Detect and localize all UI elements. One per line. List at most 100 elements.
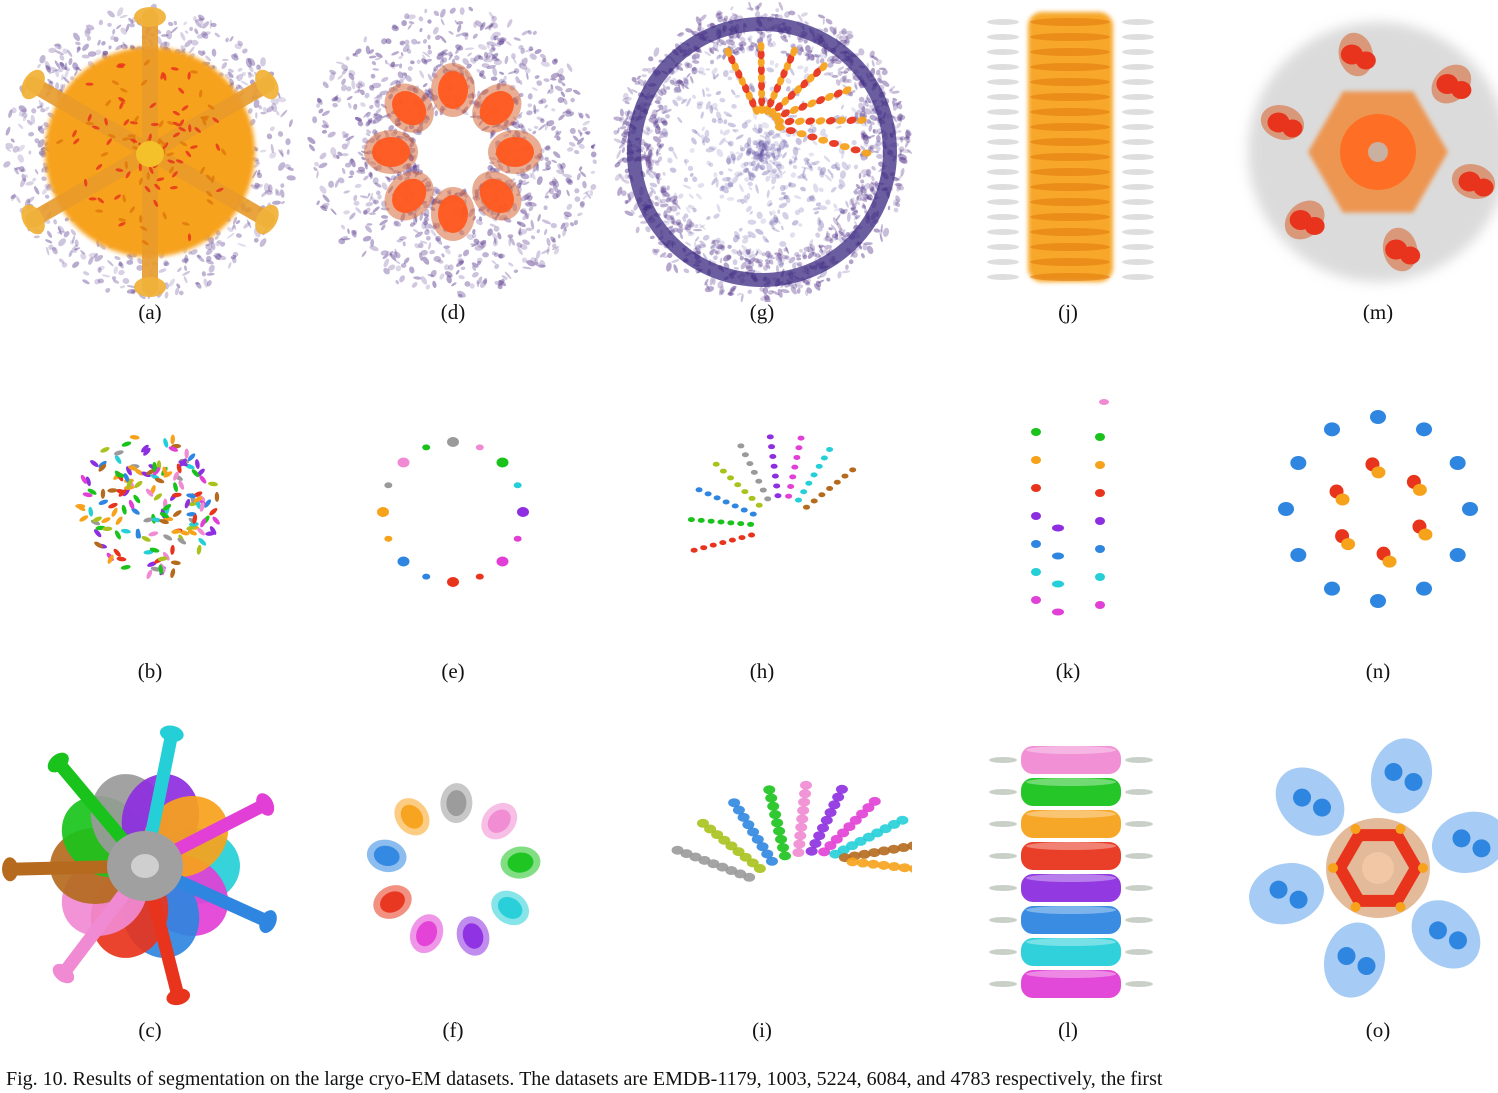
noise-speck bbox=[537, 213, 541, 222]
noise-speck bbox=[590, 183, 597, 191]
noise-speck bbox=[779, 241, 787, 247]
noise-speck bbox=[679, 232, 684, 240]
noise-speck bbox=[369, 85, 375, 91]
segment-region bbox=[765, 856, 778, 866]
noise-speck bbox=[653, 47, 660, 57]
noise-speck bbox=[70, 76, 75, 81]
noise-speck bbox=[457, 293, 463, 298]
noise-speck bbox=[521, 30, 530, 36]
noise-speck bbox=[736, 199, 742, 203]
noise-speck bbox=[568, 111, 573, 117]
noise-speck bbox=[738, 184, 744, 193]
noise-speck bbox=[538, 124, 546, 131]
segment-fragment bbox=[209, 508, 218, 516]
noise-speck bbox=[550, 72, 560, 79]
noise-speck bbox=[835, 79, 841, 86]
noise-speck bbox=[331, 97, 338, 102]
noise-speck bbox=[405, 75, 412, 82]
noise-speck bbox=[564, 214, 569, 220]
noise-speck bbox=[801, 46, 804, 53]
segment-fragment bbox=[133, 494, 141, 504]
helix-ridge bbox=[1030, 48, 1110, 56]
noise-speck bbox=[199, 16, 204, 26]
noise-speck bbox=[865, 94, 869, 104]
segment-region bbox=[742, 820, 755, 830]
noise-speck bbox=[691, 54, 697, 61]
noise-speck bbox=[800, 186, 806, 192]
subunit-density bbox=[496, 137, 534, 167]
noise-speck bbox=[711, 177, 718, 186]
side-density bbox=[1122, 19, 1154, 25]
noise-speck bbox=[592, 159, 597, 164]
noise-speck bbox=[38, 150, 47, 158]
noise-speck bbox=[531, 87, 538, 91]
noise-speck bbox=[329, 72, 335, 82]
noise-speck bbox=[772, 161, 782, 167]
lattice-density bbox=[757, 41, 765, 52]
noise-speck bbox=[520, 207, 527, 214]
noise-speck bbox=[183, 265, 188, 271]
noise-speck bbox=[342, 133, 350, 139]
noise-speck bbox=[279, 189, 285, 198]
noise-speck bbox=[174, 287, 180, 296]
segment-fragment bbox=[88, 506, 94, 517]
noise-speck bbox=[39, 54, 46, 64]
noise-speck bbox=[464, 32, 469, 41]
density-detail bbox=[179, 119, 185, 127]
noise-speck bbox=[687, 231, 695, 237]
segment-fragment bbox=[152, 461, 157, 472]
noise-speck bbox=[895, 195, 901, 203]
noise-speck bbox=[719, 137, 726, 146]
noise-speck bbox=[136, 264, 144, 271]
noise-speck bbox=[82, 271, 90, 276]
density-detail bbox=[118, 97, 126, 102]
noise-speck bbox=[31, 108, 37, 114]
segment-fragment bbox=[116, 556, 127, 562]
noise-speck bbox=[659, 198, 667, 204]
noise-speck bbox=[862, 173, 867, 178]
lattice-density bbox=[773, 83, 782, 93]
noise-speck bbox=[468, 6, 474, 12]
noise-speck bbox=[862, 203, 867, 210]
noise-speck bbox=[97, 278, 105, 284]
vertex-density bbox=[1350, 824, 1361, 835]
noise-speck bbox=[201, 271, 207, 277]
noise-speck bbox=[228, 262, 232, 269]
noise-speck bbox=[689, 172, 694, 177]
noise-speck bbox=[243, 222, 251, 229]
noise-speck bbox=[551, 125, 556, 131]
noise-speck bbox=[683, 213, 689, 219]
segment-region bbox=[777, 843, 790, 853]
noise-speck bbox=[373, 94, 383, 100]
side-density bbox=[1122, 169, 1154, 175]
noise-speck bbox=[682, 184, 692, 189]
noise-speck bbox=[414, 231, 424, 238]
noise-speck bbox=[863, 242, 873, 246]
noise-speck bbox=[778, 248, 783, 256]
segment-fragment bbox=[123, 473, 130, 483]
noise-speck bbox=[806, 55, 811, 61]
segment-fragment bbox=[513, 482, 522, 489]
panel-j-render bbox=[987, 12, 1154, 282]
noise-speck bbox=[481, 63, 490, 68]
noise-speck bbox=[709, 59, 715, 65]
noise-speck bbox=[318, 162, 328, 169]
segment-region bbox=[671, 845, 684, 855]
noise-speck bbox=[119, 14, 128, 19]
segment-fragment bbox=[212, 516, 220, 525]
noise-speck bbox=[25, 181, 34, 186]
noise-speck bbox=[533, 125, 539, 129]
noise-speck bbox=[745, 262, 755, 269]
noise-speck bbox=[853, 246, 860, 254]
lattice-density bbox=[806, 73, 815, 83]
density-detail bbox=[172, 110, 180, 116]
segment-region bbox=[732, 847, 745, 857]
noise-speck bbox=[94, 278, 101, 285]
noise-speck bbox=[896, 113, 903, 122]
segment-fragment bbox=[766, 434, 774, 440]
segment-fragment bbox=[162, 466, 168, 477]
lattice-density bbox=[758, 88, 766, 99]
noise-speck bbox=[524, 48, 534, 53]
noise-speck bbox=[768, 129, 775, 136]
noise-speck bbox=[430, 269, 437, 278]
